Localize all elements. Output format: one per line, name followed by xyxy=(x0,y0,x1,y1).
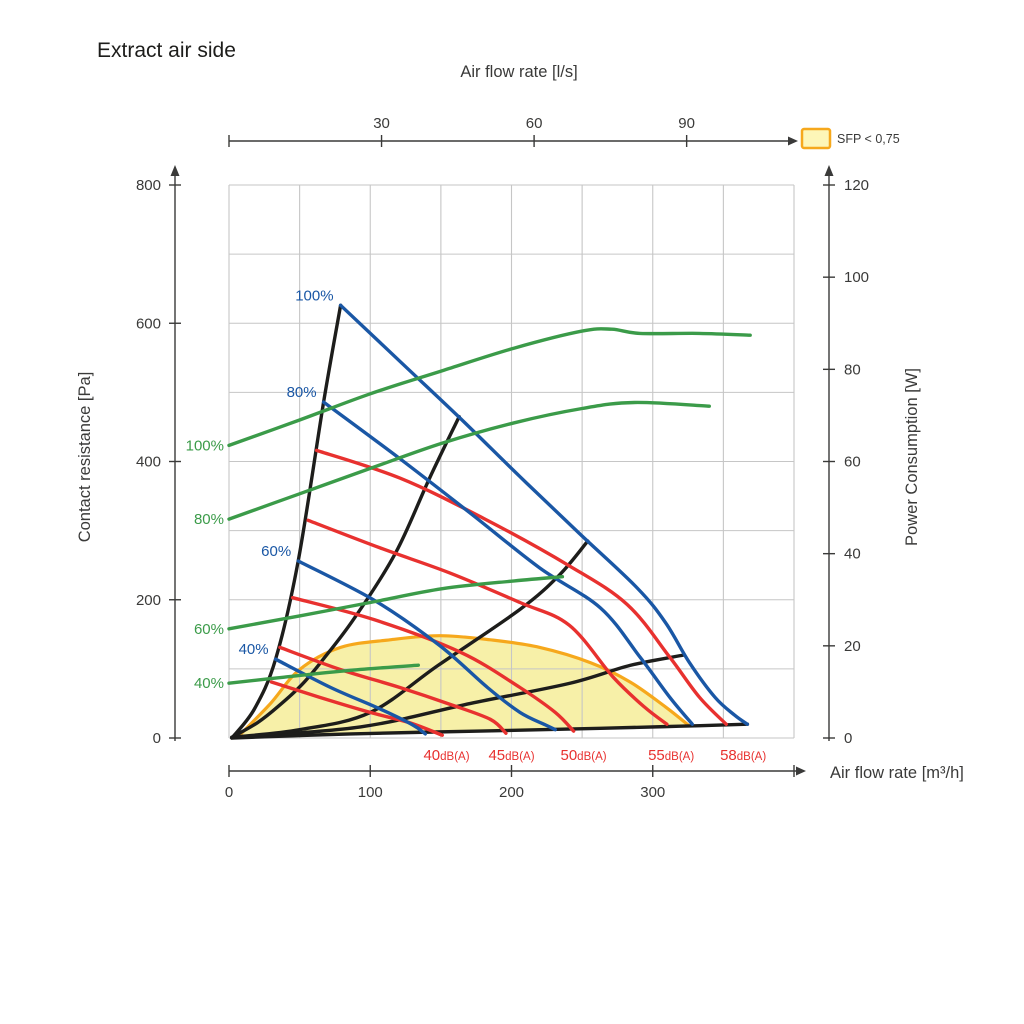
right-axis-arrow xyxy=(824,165,834,176)
system-curve-c-curve xyxy=(230,653,686,739)
right-axis-tick-label: 40 xyxy=(844,546,861,563)
left-axis-tick-label: 0 xyxy=(153,730,161,747)
curve-label-power-80: 80% xyxy=(194,511,224,528)
system-curve-a-curve xyxy=(230,414,461,739)
left-axis-tick-label: 200 xyxy=(136,592,161,609)
right-axis-tick-label: 20 xyxy=(844,638,861,655)
power-80-curve xyxy=(227,400,711,521)
sfp-legend-swatch xyxy=(800,127,832,150)
right-axis-tick-label: 100 xyxy=(844,269,869,286)
left-axis-arrow xyxy=(170,165,180,176)
top-axis-arrow xyxy=(788,136,798,146)
noise-50dba-curve xyxy=(290,596,576,733)
sfp-region-fill xyxy=(231,635,689,738)
curve-label-fan-speed-80: 80% xyxy=(287,384,317,401)
fan-speed-100-curve xyxy=(338,303,750,726)
fan-speed-40-curve xyxy=(273,657,427,736)
bottom-axis-title: Air flow rate [m³/h] xyxy=(830,764,964,782)
curve-label-power-60: 60% xyxy=(194,621,224,638)
surge-line-curve xyxy=(230,303,343,740)
power-60-curve xyxy=(227,575,565,631)
left-axis-title: Contact resistance [Pa] xyxy=(76,372,94,543)
power-100-curve xyxy=(227,327,752,448)
noise-58dba-curve xyxy=(314,448,728,726)
curve-label-noise-45dba: 45dB(A) xyxy=(488,747,534,764)
bottom-axis-tick-label: 200 xyxy=(499,784,524,801)
bottom-axis-arrow xyxy=(796,766,806,776)
curve-label-noise-40dba: 40dB(A) xyxy=(423,747,469,764)
legend: SFP < 0,75 xyxy=(800,127,900,150)
noise-40dba-curve xyxy=(269,680,444,737)
bottom-axis-tick-label: 100 xyxy=(358,784,383,801)
noise-45dba-curve xyxy=(278,645,508,735)
system-curve-b-curve xyxy=(230,539,590,739)
left-axis-tick-label: 400 xyxy=(136,454,161,471)
left-axis-tick-label: 600 xyxy=(136,315,161,332)
page-title: Extract air side xyxy=(97,39,236,62)
right-axis-tick-label: 80 xyxy=(844,361,861,378)
right-axis-tick-label: 0 xyxy=(844,730,852,747)
right-axis-tick-label: 120 xyxy=(844,177,869,194)
fan-speed-60-curve xyxy=(296,559,557,732)
chart-generated-layer: 40dB(A) 45dB(A) 50dB(A) 55dB(A) 58dB(A) 40% 60… xyxy=(136,115,869,801)
top-axis-title: Air flow rate [l/s] xyxy=(460,63,577,81)
curve-label-power-40: 40% xyxy=(194,675,224,692)
curve-label-fan-speed-40: 40% xyxy=(239,641,269,658)
sfp-legend-label: SFP < 0,75 xyxy=(837,132,900,146)
curve-label-fan-speed-60: 60% xyxy=(261,543,291,560)
top-axis-tick-label: 30 xyxy=(373,115,390,132)
power-40-curve xyxy=(227,663,420,685)
curve-label-power-100: 100% xyxy=(186,437,224,454)
bottom-axis-tick-label: 300 xyxy=(640,784,665,801)
curve-label-noise-50dba: 50dB(A) xyxy=(560,747,606,764)
right-axis-tick-label: 60 xyxy=(844,454,861,471)
left-axis-tick-label: 800 xyxy=(136,177,161,194)
system-curve-bottom-curve xyxy=(230,722,750,740)
noise-55dba-curve xyxy=(306,518,669,726)
top-axis-tick-label: 90 xyxy=(678,115,695,132)
right-axis-title: Power Consumption [W] xyxy=(903,368,921,546)
curve-label-noise-55dba: 55dB(A) xyxy=(648,747,694,764)
top-axis-tick-label: 60 xyxy=(526,115,543,132)
curve-label-fan-speed-100: 100% xyxy=(295,287,333,304)
curve-label-noise-58dba: 58dB(A) xyxy=(720,747,766,764)
bottom-axis-tick-label: 0 xyxy=(225,784,233,801)
